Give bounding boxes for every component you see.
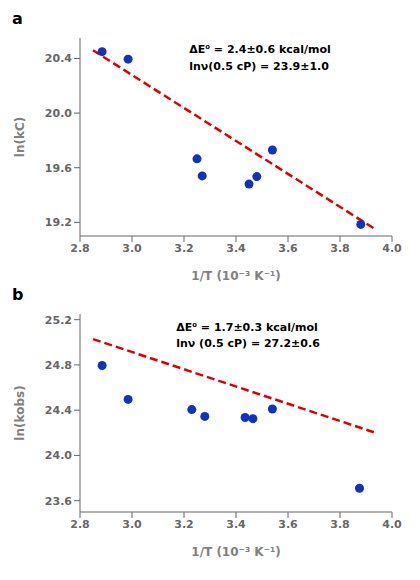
svg-text:19.2: 19.2 bbox=[45, 216, 72, 229]
svg-text:3.0: 3.0 bbox=[122, 518, 142, 531]
svg-text:3.2: 3.2 bbox=[174, 242, 194, 255]
svg-text:3.4: 3.4 bbox=[226, 518, 246, 531]
svg-text:4.0: 4.0 bbox=[382, 518, 402, 531]
svg-text:3.2: 3.2 bbox=[174, 518, 194, 531]
svg-text:3.8: 3.8 bbox=[330, 518, 350, 531]
svg-text:3.0: 3.0 bbox=[122, 242, 142, 255]
svg-text:2.8: 2.8 bbox=[70, 518, 90, 531]
svg-text:23.6: 23.6 bbox=[45, 495, 72, 508]
svg-text:24.4: 24.4 bbox=[45, 404, 72, 417]
svg-text:1/T (10⁻³ K⁻¹): 1/T (10⁻³ K⁻¹) bbox=[191, 269, 280, 283]
svg-text:ΔE⁰ = 2.4±0.6 kcal/mollnν(0.5: ΔE⁰ = 2.4±0.6 kcal/mollnν(0.5 cP) = 23.9… bbox=[189, 43, 331, 73]
svg-text:20.0: 20.0 bbox=[45, 107, 72, 120]
svg-text:3.8: 3.8 bbox=[330, 242, 350, 255]
svg-text:ΔE⁰ = 1.7±0.3 kcal/mollnν (0.5: ΔE⁰ = 1.7±0.3 kcal/mollnν (0.5 cP) = 27.… bbox=[176, 321, 320, 351]
svg-text:3.6: 3.6 bbox=[278, 518, 298, 531]
html-text:a: a bbox=[12, 9, 23, 28]
svg-text:25.2: 25.2 bbox=[45, 314, 72, 327]
svg-text:20.4: 20.4 bbox=[45, 52, 72, 65]
svg-text:ln(kobs): ln(kobs) bbox=[13, 385, 27, 440]
svg-text:2.8: 2.8 bbox=[70, 242, 90, 255]
svg-text:1/T (10⁻³ K⁻¹): 1/T (10⁻³ K⁻¹) bbox=[191, 545, 280, 559]
svg-text:3.4: 3.4 bbox=[226, 242, 246, 255]
svg-text:3.6: 3.6 bbox=[278, 242, 298, 255]
svg-text:24.0: 24.0 bbox=[45, 449, 72, 462]
svg-text:19.6: 19.6 bbox=[45, 162, 72, 175]
svg-text:4.0: 4.0 bbox=[382, 242, 402, 255]
svg-text:24.8: 24.8 bbox=[45, 359, 72, 372]
html-text:b: b bbox=[12, 285, 24, 304]
svg-text:ln(kC): ln(kC) bbox=[13, 117, 27, 157]
